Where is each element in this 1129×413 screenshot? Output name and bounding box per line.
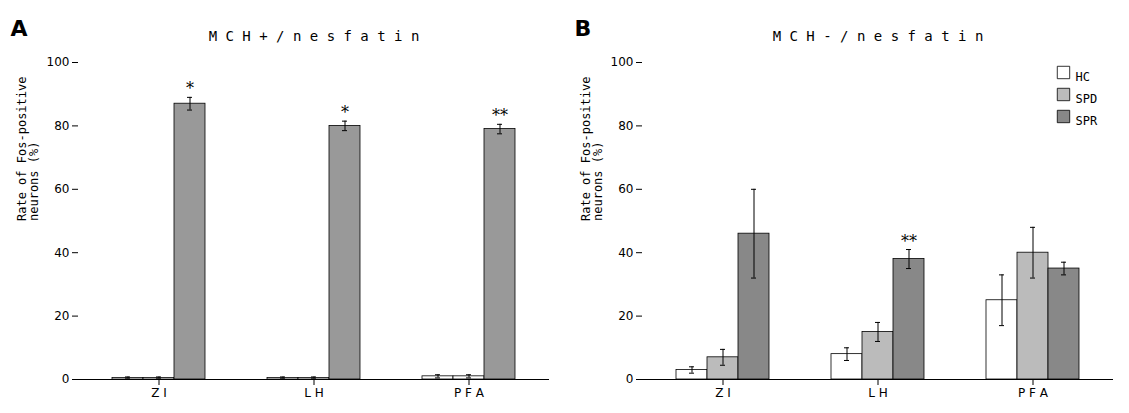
svg-text:P F A: P F A — [1018, 386, 1049, 400]
svg-text:M C H + / n e s f a t i n: M C H + / n e s f a t i n — [209, 28, 420, 44]
svg-text:0: 0 — [62, 372, 70, 386]
svg-text:20: 20 — [54, 309, 69, 323]
svg-text:P F A: P F A — [454, 386, 485, 400]
svg-text:80: 80 — [54, 119, 69, 133]
svg-text:HC: HC — [1076, 70, 1090, 84]
svg-text:SPR: SPR — [1076, 114, 1098, 128]
svg-text:20: 20 — [618, 309, 633, 323]
svg-text:Rate of Fos-positiveneurons (%: Rate of Fos-positiveneurons (%) — [579, 77, 605, 222]
svg-text:*: * — [186, 79, 194, 98]
svg-text:M C H - / n e s f a t i n: M C H - / n e s f a t i n — [773, 28, 984, 44]
svg-text:**: ** — [901, 232, 917, 251]
svg-text:SPD: SPD — [1076, 92, 1098, 106]
svg-text:60: 60 — [54, 182, 69, 196]
svg-text:B: B — [575, 16, 592, 41]
svg-text:L H: L H — [868, 386, 888, 400]
svg-text:40: 40 — [618, 246, 633, 260]
svg-text:100: 100 — [611, 55, 634, 69]
svg-text:**: ** — [492, 106, 508, 125]
svg-text:40: 40 — [54, 246, 69, 260]
svg-text:0: 0 — [626, 372, 634, 386]
svg-text:60: 60 — [618, 182, 633, 196]
svg-text:80: 80 — [618, 119, 633, 133]
svg-text:Z I: Z I — [715, 386, 731, 400]
svg-text:A: A — [11, 16, 28, 41]
svg-text:*: * — [341, 103, 349, 122]
svg-text:Z I: Z I — [151, 386, 167, 400]
svg-text:100: 100 — [47, 55, 70, 69]
svg-text:L H: L H — [304, 386, 324, 400]
svg-text:Rate of Fos-positiveneurons (%: Rate of Fos-positiveneurons (%) — [15, 77, 41, 222]
